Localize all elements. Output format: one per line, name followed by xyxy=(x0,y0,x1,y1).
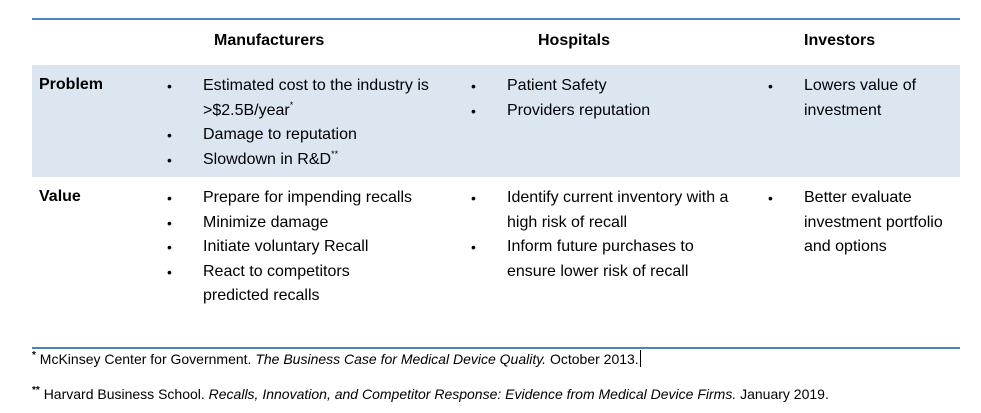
footnote-marker: ** xyxy=(32,385,40,396)
list-item: Patient Safety xyxy=(471,74,737,99)
row-label-problem: Problem xyxy=(39,76,104,93)
footnote-title: The Business Case for Medical Device Qua… xyxy=(255,351,547,367)
list-item: Providers reputation xyxy=(471,99,737,124)
table-header-row: Manufacturers Hospitals Investors xyxy=(32,20,960,64)
table-top-rule xyxy=(32,18,960,20)
list-item: Slowdown in R&D** xyxy=(167,148,433,173)
header-manufacturers: Manufacturers xyxy=(214,32,325,49)
list-item: Estimated cost to the industry is >$2.5B… xyxy=(167,74,433,123)
list-item: Prepare for impending recalls xyxy=(167,186,413,211)
footnote-title: Recalls, Innovation, and Competitor Resp… xyxy=(208,386,737,402)
list-item: Lowers value of investment xyxy=(768,74,954,123)
value-manufacturers-list: Prepare for impending recalls Minimize d… xyxy=(167,186,413,309)
footnote-2: ** Harvard Business School. Recalls, Inn… xyxy=(32,385,829,403)
list-item: Initiate voluntary Recall xyxy=(167,235,413,260)
list-item: Inform future purchases to ensure lower … xyxy=(471,235,732,284)
table-bottom-rule xyxy=(32,347,960,349)
list-item: Minimize damage xyxy=(167,211,413,236)
header-hospitals: Hospitals xyxy=(538,32,611,49)
list-item: Identify current inventory with a high r… xyxy=(471,186,732,235)
text-cursor xyxy=(639,350,641,367)
problem-manufacturers-list: Estimated cost to the industry is >$2.5B… xyxy=(167,74,433,173)
problem-hospitals-list: Patient Safety Providers reputation xyxy=(471,74,737,124)
row-label-value: Value xyxy=(39,188,81,205)
value-investors-list: Better evaluate investment portfolio and… xyxy=(768,186,944,260)
list-item: Better evaluate investment portfolio and… xyxy=(768,186,944,260)
footnote-1: * McKinsey Center for Government. The Bu… xyxy=(32,350,641,367)
list-item: React to competitors predicted recalls xyxy=(167,260,413,309)
footnote-marker: * xyxy=(32,350,36,361)
list-item: Damage to reputation xyxy=(167,123,433,148)
header-investors: Investors xyxy=(804,32,876,49)
value-hospitals-list: Identify current inventory with a high r… xyxy=(471,186,732,284)
problem-investors-list: Lowers value of investment xyxy=(768,74,954,123)
